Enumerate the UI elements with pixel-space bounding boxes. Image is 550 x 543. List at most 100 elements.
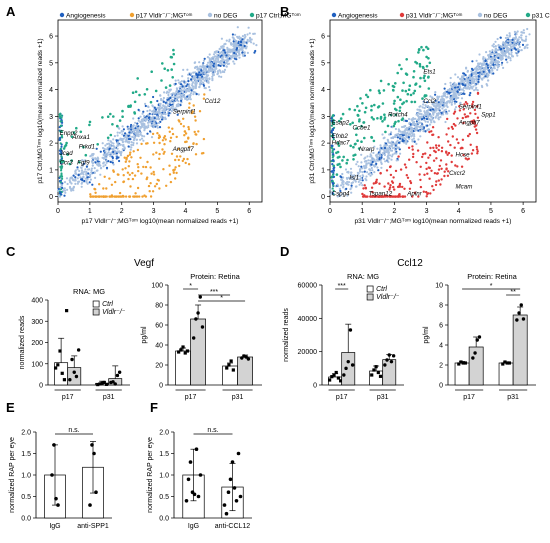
section-title-ccl12: Ccl12 xyxy=(397,258,423,269)
x-tick-label: 6 xyxy=(247,208,251,215)
scatter-point xyxy=(152,111,155,114)
scatter-point xyxy=(92,171,95,174)
scatter-point xyxy=(188,145,191,149)
scatter-point xyxy=(133,174,137,177)
scatter-point xyxy=(390,142,393,146)
scatter-point xyxy=(170,93,173,96)
gene-annotation: Angptl7 xyxy=(458,119,481,126)
scatter-point xyxy=(402,136,405,139)
scatter-point xyxy=(229,42,233,45)
scatter-point xyxy=(169,101,172,104)
scatter-point xyxy=(182,125,185,128)
scatter-point xyxy=(92,157,95,160)
scatter-point xyxy=(461,116,464,120)
scatter-point xyxy=(111,156,114,160)
scatter-point xyxy=(180,90,183,93)
scatter-point xyxy=(192,93,195,96)
bar xyxy=(237,356,253,386)
scatter-point xyxy=(440,178,443,181)
data-point xyxy=(198,473,203,477)
scatter-point xyxy=(451,85,455,88)
scatter-point xyxy=(414,129,417,132)
scatter-point xyxy=(471,87,474,90)
scatter-point xyxy=(388,141,391,144)
scatter-point xyxy=(175,171,178,175)
scatter-point xyxy=(59,120,62,123)
scatter-point xyxy=(425,117,429,121)
scatter-point xyxy=(468,94,471,97)
scatter-point xyxy=(427,75,430,79)
scatter-point xyxy=(160,113,163,117)
scatter-point xyxy=(426,113,429,116)
significance-label: n.s. xyxy=(207,427,218,434)
scatter-point xyxy=(118,159,121,163)
scatter-point xyxy=(171,76,174,79)
scatter-point xyxy=(250,38,253,41)
scatter-point xyxy=(181,75,184,78)
scatter-point xyxy=(166,90,169,93)
scatter-point xyxy=(473,67,476,70)
scatter-point xyxy=(59,181,62,184)
scatter-point xyxy=(408,158,411,161)
data-point xyxy=(184,499,189,503)
gene-annotation: Angptl7 xyxy=(172,146,195,153)
scatter-point xyxy=(74,182,77,185)
scatter-point xyxy=(481,78,484,81)
scatter-point xyxy=(95,169,98,172)
scatter-point xyxy=(152,173,156,176)
scatter-point xyxy=(369,153,372,156)
scatter-point xyxy=(153,121,156,124)
scatter-point xyxy=(435,157,438,160)
scatter-point xyxy=(333,148,336,151)
scatter-point xyxy=(213,62,216,65)
scatter-point xyxy=(439,183,442,186)
scatter-point xyxy=(161,148,164,151)
scatter-point xyxy=(349,144,353,148)
legend-marker xyxy=(399,12,405,18)
chart-title: RNA: MG xyxy=(73,287,105,296)
scatter-point xyxy=(194,91,197,94)
scatter-point xyxy=(378,182,381,185)
scatter-point xyxy=(59,136,62,139)
scatter-point xyxy=(411,155,415,159)
y-tick-label: 6 xyxy=(321,34,325,41)
scatter-point xyxy=(226,46,229,50)
scatter-point xyxy=(130,141,133,144)
scatter-point xyxy=(371,169,374,172)
scatter-point xyxy=(475,145,478,149)
scatter-point xyxy=(226,62,229,66)
scatter-point xyxy=(436,172,439,175)
scatter-point xyxy=(80,169,84,172)
scatter-point xyxy=(105,156,108,159)
scatter-point xyxy=(365,93,368,97)
scatter-point xyxy=(372,151,375,154)
scatter-point xyxy=(247,26,250,29)
scatter-point xyxy=(255,44,258,47)
scatter-point xyxy=(121,130,124,133)
scatter-point xyxy=(136,77,139,80)
scatter-point xyxy=(411,119,414,122)
scatter-point xyxy=(370,163,373,166)
scatter-point xyxy=(91,161,94,164)
scatter-point xyxy=(435,180,438,183)
y-tick-label: 2 xyxy=(321,141,325,148)
scatter-point xyxy=(106,115,110,118)
scatter-point xyxy=(145,142,148,145)
scatter-point xyxy=(194,133,197,136)
data-point xyxy=(113,382,117,386)
scatter-point xyxy=(445,163,448,166)
scatter-point xyxy=(188,106,191,109)
scatter-point xyxy=(455,97,458,100)
scatter-point xyxy=(383,185,386,188)
scatter-point xyxy=(482,76,485,79)
gene-annotation: Ccl2 xyxy=(423,98,436,105)
scatter-point xyxy=(194,81,197,84)
scatter-point xyxy=(476,67,479,71)
scatter-point xyxy=(147,113,150,116)
scatter-point xyxy=(503,44,506,47)
scatter-point xyxy=(427,156,430,159)
scatter-point xyxy=(102,162,105,165)
scatter-point xyxy=(351,181,355,184)
scatter-point xyxy=(166,69,170,72)
